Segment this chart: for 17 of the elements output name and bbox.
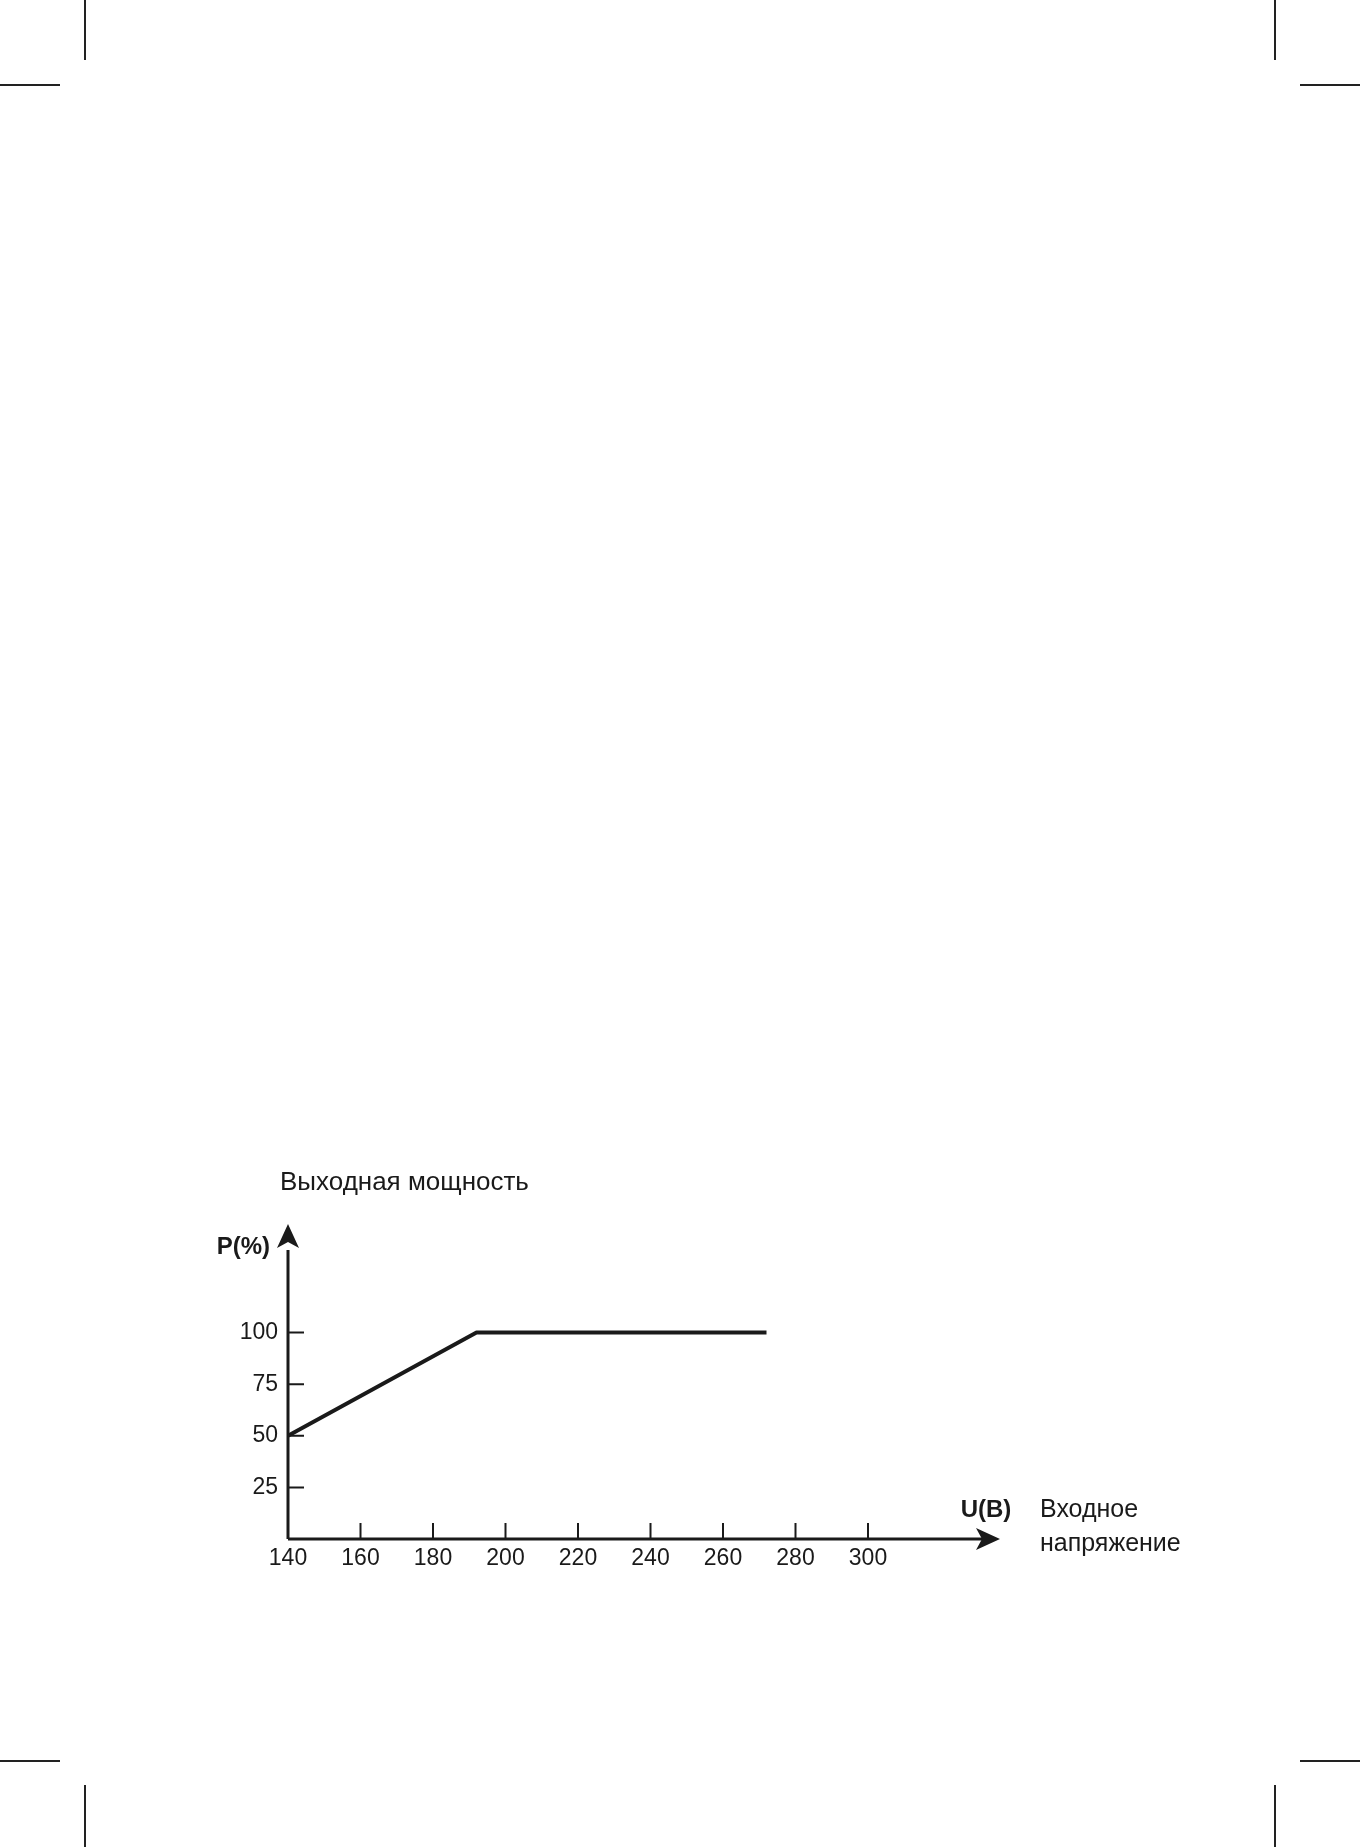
chart-title: Выходная мощность xyxy=(280,1166,529,1196)
y-tick-label: 50 xyxy=(252,1421,278,1448)
x-tick-label: 140 xyxy=(268,1544,308,1571)
x-tick-label: 180 xyxy=(413,1544,453,1571)
x-tick-label: 160 xyxy=(341,1544,380,1571)
x-tick-label: 220 xyxy=(558,1544,598,1571)
x-tick-label: 200 xyxy=(486,1544,525,1571)
y-tick-label: 25 xyxy=(252,1472,278,1499)
x-tick-label: 240 xyxy=(631,1544,670,1571)
y-tick-label: 75 xyxy=(252,1369,278,1396)
y-tick-label: 100 xyxy=(239,1317,278,1344)
x-tick-label: 260 xyxy=(703,1544,743,1571)
x-tick-label: 300 xyxy=(848,1544,888,1571)
x-tick-label: 280 xyxy=(776,1544,815,1571)
x-axis-title: U(B) xyxy=(960,1495,1012,1522)
text: Входное напряжение xyxy=(1040,1494,1181,1556)
y-axis-title: P(%) xyxy=(216,1232,270,1259)
